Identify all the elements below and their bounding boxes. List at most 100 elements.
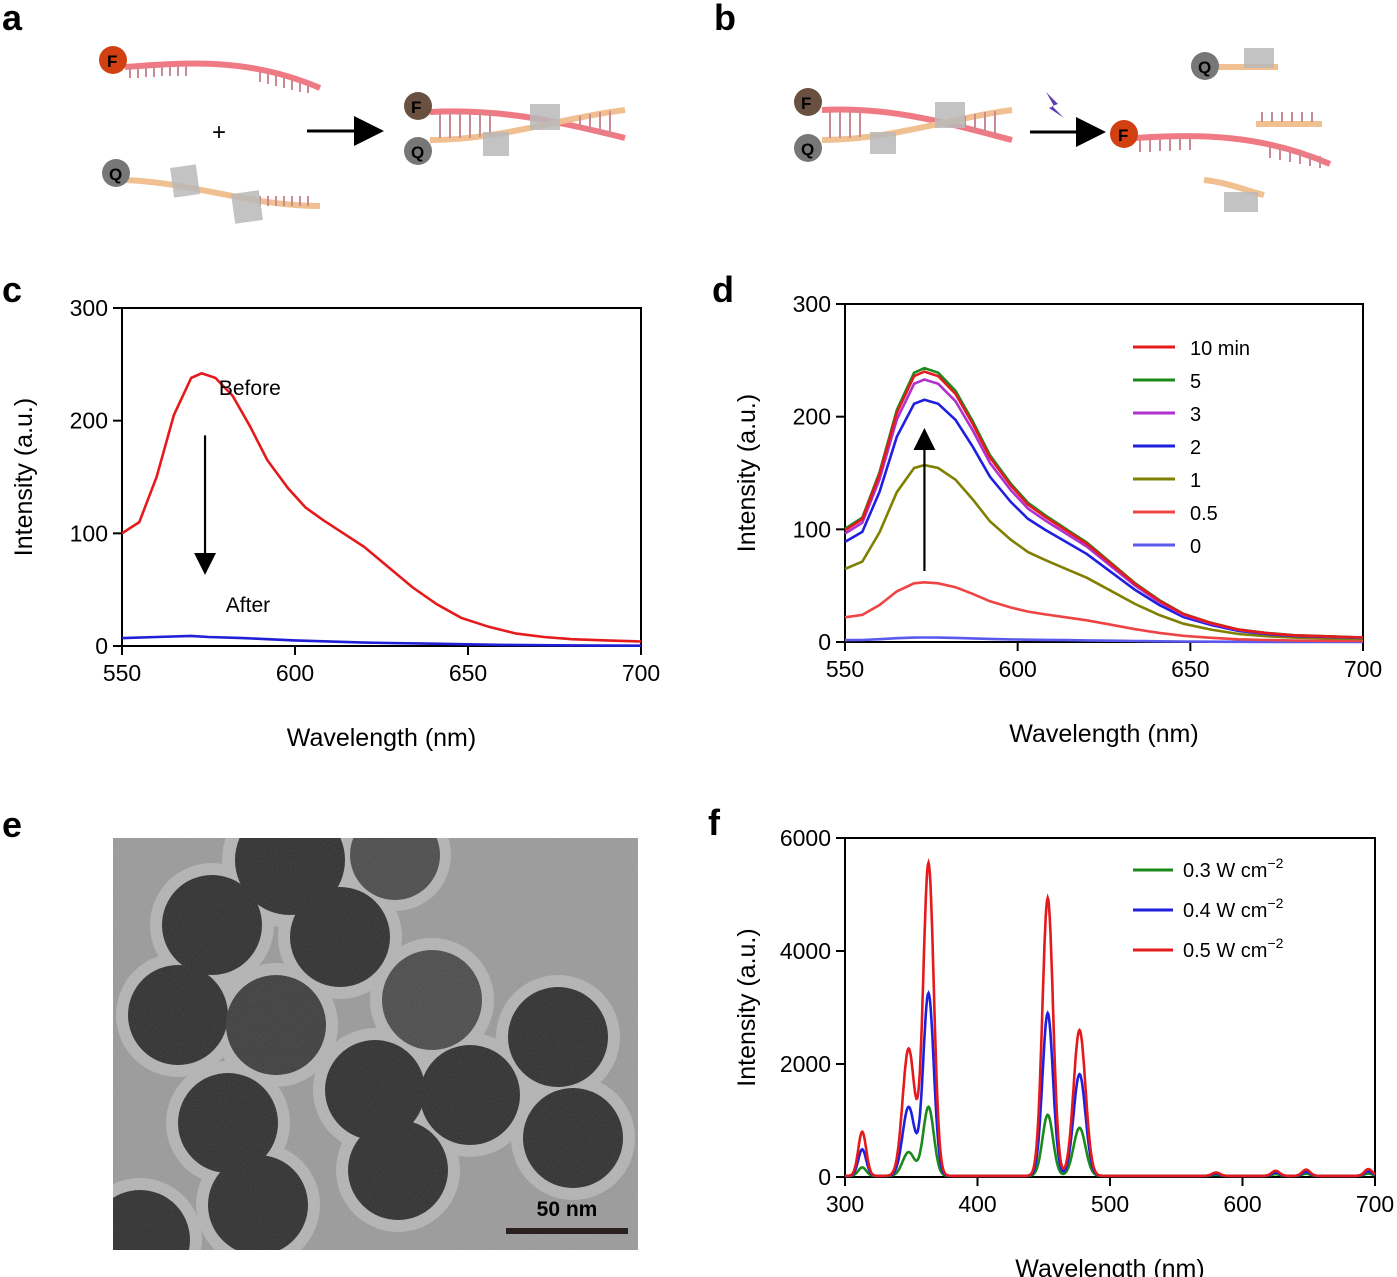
annotation-after: After <box>226 594 270 617</box>
y-axis-label: Intensity (a.u.) <box>733 394 761 552</box>
annotation-before: Before <box>219 377 281 400</box>
plot-frame <box>121 307 642 647</box>
y-tick-label: 300 <box>793 291 831 317</box>
fluor-label: F <box>801 94 811 113</box>
chart-panel-d: d 550 600 650 700 0 100 200 300 Wavelength (nm) In… <box>712 269 1382 748</box>
released-strand-fragment <box>1256 112 1322 127</box>
fluorophore-icon <box>794 88 822 116</box>
light-bolt-icon <box>1046 92 1064 118</box>
dna-strand-quencher: Q <box>102 159 321 224</box>
released-quencher-strand: Q <box>1191 48 1278 80</box>
quencher-label: Q <box>109 165 122 184</box>
tem-micrograph: 50 nm <box>113 838 638 1250</box>
y-tick-label: 200 <box>793 404 831 430</box>
y-tick-label: 0 <box>818 629 831 655</box>
y-tick-label: 300 <box>70 295 108 321</box>
panel-label-c: c <box>2 269 22 310</box>
scale-bar-label: 50 nm <box>537 1198 598 1221</box>
series-line-after <box>121 634 642 647</box>
series-line <box>844 366 1364 639</box>
x-tick-label: 550 <box>826 656 864 682</box>
panel-label-f: f <box>708 802 721 843</box>
fluor-label: F <box>1118 126 1128 145</box>
x-tick-label: 400 <box>958 1191 996 1217</box>
legend-label: 0.5 <box>1190 503 1218 525</box>
dna-duplex: F Q <box>794 88 1013 162</box>
y-tick-label: 6000 <box>780 825 831 851</box>
legend-label: 2 <box>1190 437 1201 459</box>
x-tick-label: 700 <box>622 660 660 686</box>
quencher-label: Q <box>411 143 424 162</box>
x-tick-label: 600 <box>276 660 314 686</box>
x-tick-label: 550 <box>103 660 141 686</box>
series-line <box>845 857 1376 1178</box>
chart-panel-f: f 300 400 500 600 700 0 2000 4000 6000 Wavelength … <box>708 802 1394 1277</box>
x-tick-label: 700 <box>1344 656 1382 682</box>
x-tick-label: 600 <box>1223 1191 1261 1217</box>
quencher-icon <box>404 137 432 165</box>
cleaved-fragment <box>1203 177 1265 212</box>
x-tick-label: 500 <box>1091 1191 1129 1217</box>
x-tick-label: 600 <box>998 656 1036 682</box>
dna-duplex: F Q <box>404 92 626 165</box>
y-tick-label: 4000 <box>780 938 831 964</box>
legend-label: 0.3 W cm−2 <box>1183 855 1284 882</box>
plus-sign: + <box>212 119 226 146</box>
x-tick-label: 650 <box>1171 656 1209 682</box>
fluor-label: F <box>411 98 421 117</box>
x-tick-label: 650 <box>449 660 487 686</box>
released-fluor-strand: F <box>1110 120 1332 168</box>
y-axis-label: Intensity (a.u.) <box>733 928 761 1086</box>
x-tick-label: 700 <box>1356 1191 1394 1217</box>
legend-label: 0.4 W cm−2 <box>1183 895 1284 922</box>
series-line <box>845 990 1376 1178</box>
panel-label-e: e <box>2 804 22 845</box>
series-line <box>844 398 1364 640</box>
series-line <box>845 1105 1376 1178</box>
legend-label: 3 <box>1190 404 1201 426</box>
legend-superscript: −2 <box>1267 855 1283 871</box>
y-tick-label: 100 <box>793 516 831 542</box>
x-axis-label: Wavelength (nm) <box>1015 1255 1204 1277</box>
fluorophore-icon <box>404 92 432 120</box>
dna-strand-fluor: F <box>99 46 322 93</box>
legend-label: 5 <box>1190 371 1201 393</box>
series-line <box>844 370 1364 639</box>
y-axis-label: Intensity (a.u.) <box>10 398 38 556</box>
panel-label-b: b <box>714 0 736 38</box>
y-tick-label: 100 <box>70 520 108 546</box>
y-tick-label: 2000 <box>780 1051 831 1077</box>
x-axis-label: Wavelength (nm) <box>1009 720 1198 748</box>
x-tick-label: 300 <box>826 1191 864 1217</box>
y-tick-label: 0 <box>818 1164 831 1190</box>
legend-label: 10 min <box>1190 338 1250 360</box>
y-tick-label: 200 <box>70 408 108 434</box>
legend-superscript: −2 <box>1267 895 1283 911</box>
fluorophore-icon <box>1110 120 1138 148</box>
quencher-icon <box>794 134 822 162</box>
series-line-before <box>121 371 642 643</box>
series-line <box>844 463 1364 641</box>
legend-label: 1 <box>1190 470 1201 492</box>
quencher-icon <box>1191 52 1219 80</box>
panel-b: b F Q Q <box>714 0 1332 212</box>
series-line <box>844 636 1363 644</box>
y-tick-label: 0 <box>95 633 108 659</box>
fluor-label: F <box>107 52 117 71</box>
plot-frame <box>844 303 1364 643</box>
scale-bar <box>506 1228 628 1234</box>
legend-label: 0 <box>1190 536 1201 558</box>
quencher-label: Q <box>801 140 814 159</box>
chart-panel-c: c 550 600 650 700 0 100 200 300 Wavelength (nm) In… <box>2 269 660 752</box>
legend-label: 0.5 W cm−2 <box>1183 935 1284 962</box>
legend-superscript: −2 <box>1267 935 1283 951</box>
series-line <box>844 378 1364 639</box>
panel-a: a F + <box>2 0 626 224</box>
panel-label-d: d <box>712 269 734 310</box>
series-line <box>844 580 1364 643</box>
quencher-icon <box>102 159 130 187</box>
panel-label-a: a <box>2 0 23 38</box>
quencher-label: Q <box>1198 58 1211 77</box>
x-axis-label: Wavelength (nm) <box>287 724 476 752</box>
